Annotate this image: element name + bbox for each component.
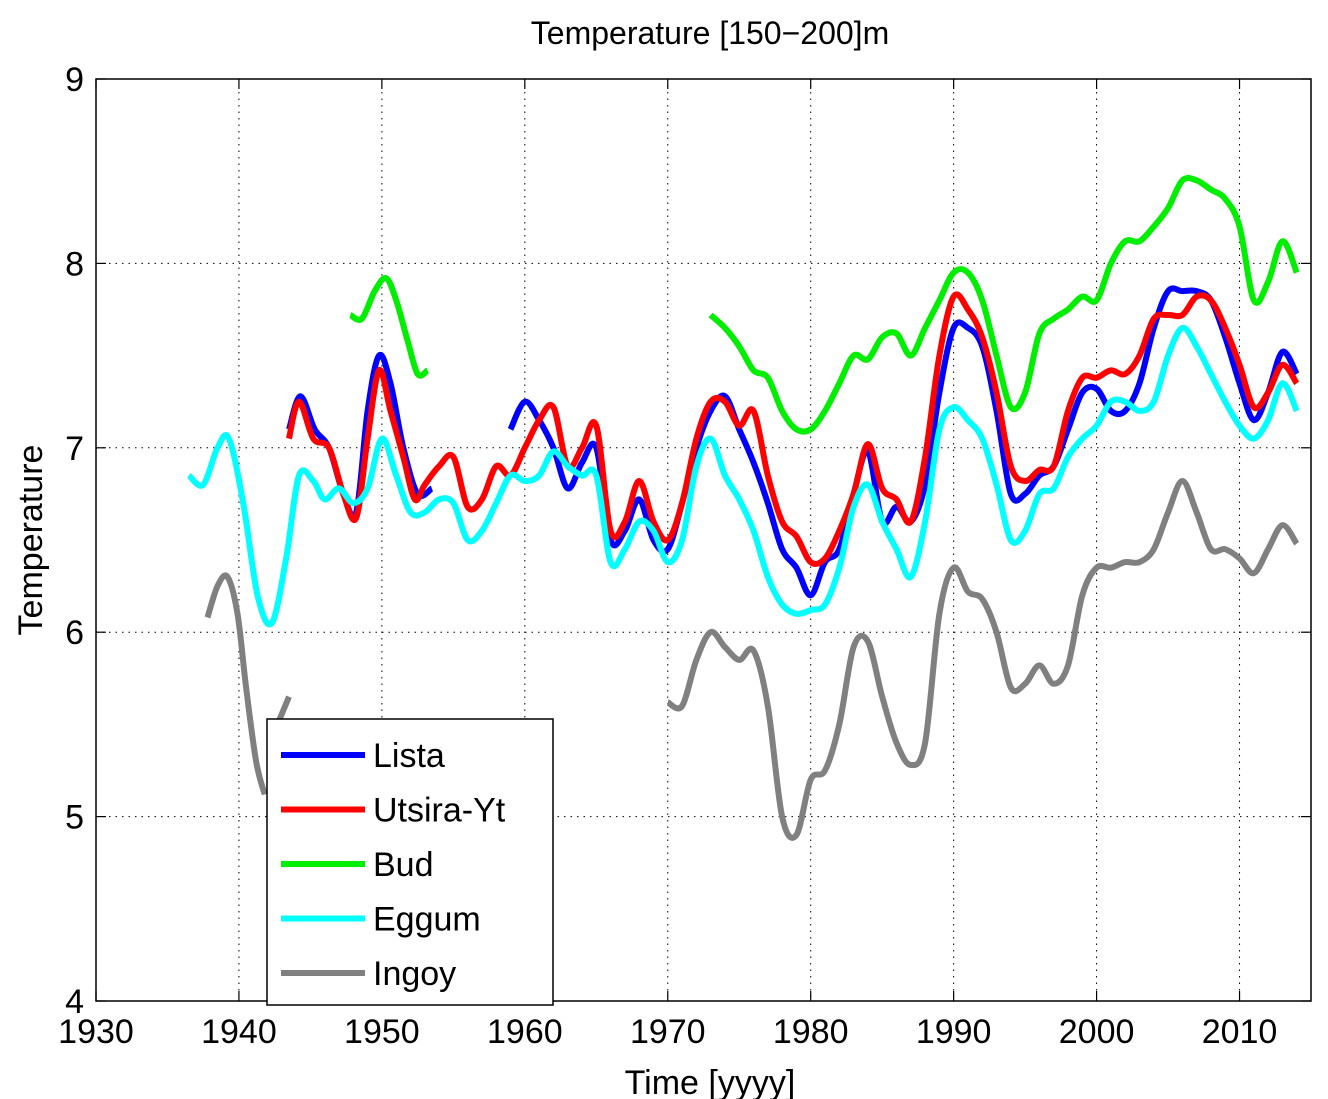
y-axis-label: Temperature <box>12 445 50 636</box>
x-tick-label: 2000 <box>1059 1013 1135 1051</box>
x-tick-label: 1990 <box>916 1013 992 1051</box>
x-tick-label: 1960 <box>487 1013 563 1051</box>
axes-frame <box>95 78 1312 1002</box>
y-tick-label: 5 <box>65 799 84 837</box>
series-group <box>186 174 1300 841</box>
x-tick-label: 1930 <box>58 1013 134 1051</box>
x-tick-label: 1950 <box>344 1013 420 1051</box>
chart-title: Temperature [150−200]m <box>531 15 889 51</box>
y-tick-label: 9 <box>65 61 84 99</box>
x-tick-label: 1940 <box>201 1013 277 1051</box>
series-line-ingoy <box>666 478 1300 841</box>
y-tick-labels: 4 5 6 7 8 9 <box>65 61 84 1021</box>
legend-label-utsira-yt: Utsira-Yt <box>373 792 506 830</box>
y-tick-label: 8 <box>65 245 84 283</box>
legend-label-lista: Lista <box>373 737 445 775</box>
x-tick-label: 2010 <box>1202 1013 1278 1051</box>
x-tick-labels: 1930 1940 1950 1960 1970 1980 1990 2000 2010 <box>58 1013 1277 1051</box>
y-tick-label: 4 <box>65 983 84 1021</box>
legend-label-ingoy: Ingoy <box>373 955 456 993</box>
x-tick-label: 1980 <box>773 1013 849 1051</box>
y-tick-label: 7 <box>65 430 84 468</box>
series-line-bud <box>348 275 430 379</box>
series-line-utsira-yt <box>286 291 1300 567</box>
legend: Lista Utsira-Yt Bud Eggum Ingoy <box>266 718 554 1006</box>
legend-label-eggum: Eggum <box>373 901 481 939</box>
y-tick-label: 6 <box>65 614 84 652</box>
x-axis-label: Time [yyyy] <box>625 1064 796 1099</box>
x-tick-label: 1970 <box>630 1013 706 1051</box>
series-line-ingoy <box>204 572 268 796</box>
series-line-bud <box>708 174 1300 435</box>
series-line-eggum <box>186 324 1300 628</box>
legend-label-bud: Bud <box>373 846 434 884</box>
